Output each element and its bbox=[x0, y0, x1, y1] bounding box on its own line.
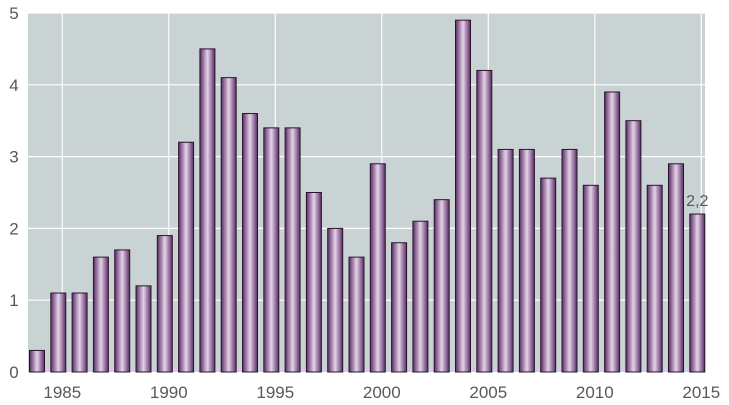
bar bbox=[625, 120, 642, 373]
bar bbox=[668, 163, 684, 373]
x-tick-label: 1985 bbox=[43, 383, 81, 402]
y-tick-label: 1 bbox=[9, 291, 18, 310]
x-tick-label: 2000 bbox=[363, 383, 401, 402]
bar bbox=[263, 127, 280, 373]
bar bbox=[50, 292, 67, 373]
y-tick-label: 0 bbox=[9, 363, 18, 382]
y-axis-ticks: 0 1 2 3 4 5 bbox=[9, 4, 18, 382]
bar bbox=[646, 184, 663, 373]
bar bbox=[433, 199, 450, 373]
bar bbox=[199, 48, 216, 373]
bar bbox=[220, 77, 237, 373]
bar bbox=[369, 163, 386, 373]
bar bbox=[540, 177, 557, 373]
x-tick-label: 1995 bbox=[256, 383, 294, 402]
bar bbox=[497, 148, 514, 373]
bar bbox=[29, 349, 45, 373]
bar bbox=[412, 220, 429, 373]
bar bbox=[476, 69, 493, 373]
x-tick-label: 1990 bbox=[150, 383, 188, 402]
bar bbox=[156, 235, 173, 373]
data-label: 2,2 bbox=[686, 193, 708, 210]
bar bbox=[242, 113, 258, 373]
bar bbox=[348, 256, 365, 373]
bar bbox=[284, 127, 301, 373]
bar bbox=[114, 249, 131, 373]
bar bbox=[582, 184, 599, 373]
bar bbox=[135, 285, 152, 373]
bar bbox=[327, 227, 344, 373]
bar bbox=[689, 213, 706, 373]
bar bbox=[178, 141, 195, 373]
bars bbox=[29, 19, 706, 373]
x-tick-label: 2015 bbox=[682, 383, 720, 402]
bar bbox=[391, 242, 408, 373]
x-tick-label: 2005 bbox=[469, 383, 507, 402]
x-axis-ticks: 1985 1990 1995 2000 2005 2010 2015 bbox=[43, 383, 720, 402]
bar bbox=[518, 148, 535, 373]
x-tick-label: 2010 bbox=[576, 383, 614, 402]
y-tick-label: 2 bbox=[9, 219, 18, 238]
y-tick-label: 5 bbox=[9, 4, 18, 23]
bar bbox=[604, 91, 621, 373]
y-tick-label: 4 bbox=[9, 76, 18, 95]
y-tick-label: 3 bbox=[9, 148, 18, 167]
bar bbox=[71, 292, 88, 373]
bar bbox=[305, 192, 322, 373]
data-labels: 2,2 bbox=[686, 193, 708, 210]
bar bbox=[561, 148, 578, 373]
bar bbox=[455, 19, 471, 373]
bar bbox=[92, 256, 109, 373]
